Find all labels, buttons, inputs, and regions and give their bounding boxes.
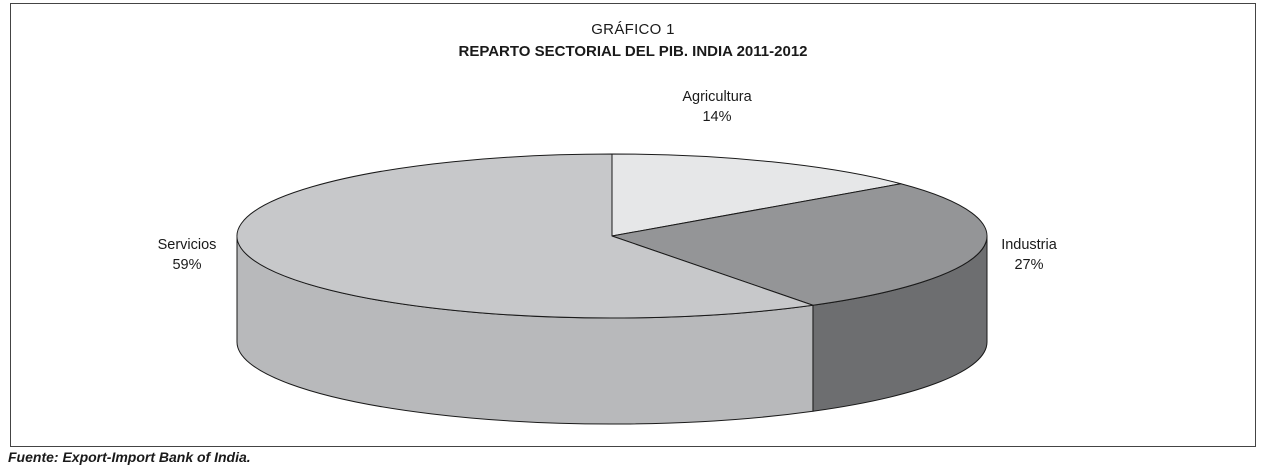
pie-slice-industria bbox=[611, 183, 988, 306]
slice-name: Industria bbox=[1001, 237, 1057, 253]
slice-value: 59% bbox=[172, 257, 202, 273]
chart-frame bbox=[10, 3, 1256, 447]
slice-name: Agricultura bbox=[682, 89, 752, 105]
pie-slice-agricultura bbox=[611, 153, 902, 237]
slice-value: 14% bbox=[702, 109, 732, 125]
slice-label-agricultura: Agricultura 14% bbox=[657, 87, 777, 127]
slice-name: Servicios bbox=[157, 237, 217, 253]
slice-label-servicios: Servicios 59% bbox=[132, 235, 242, 275]
pie-slice-servicios bbox=[236, 153, 814, 319]
slice-value: 27% bbox=[1014, 257, 1044, 273]
slice-label-industria: Industria 27% bbox=[974, 235, 1084, 275]
chart-kicker: GRÁFICO 1 bbox=[591, 21, 675, 38]
chart-title: REPARTO SECTORIAL DEL PIB. INDIA 2011-20… bbox=[458, 43, 808, 60]
source-note: Fuente: Export-Import Bank of India. bbox=[8, 449, 251, 465]
